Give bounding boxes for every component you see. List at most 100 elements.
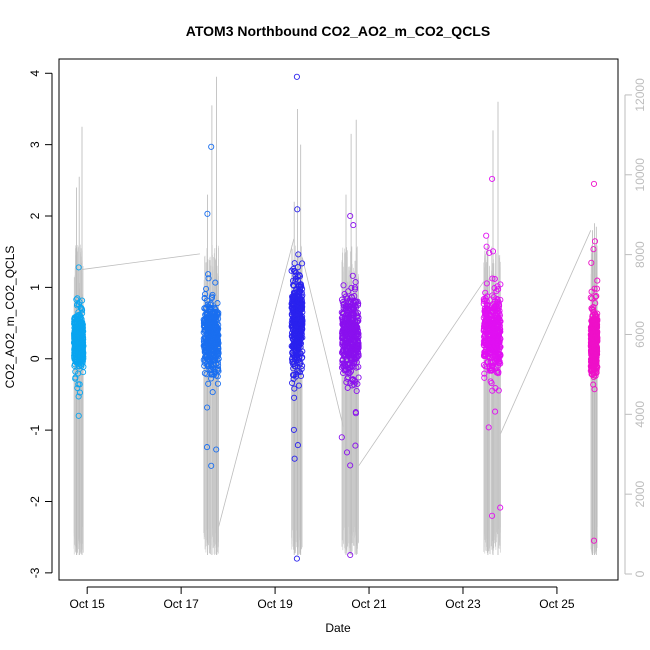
data-point xyxy=(211,327,218,334)
data-point xyxy=(486,363,493,370)
data-point xyxy=(207,330,214,337)
data-point xyxy=(204,210,211,217)
data-point xyxy=(355,317,362,324)
data-point xyxy=(491,321,498,328)
data-point xyxy=(588,363,595,370)
y-right-tick-label: 2000 xyxy=(633,480,647,507)
data-point xyxy=(211,310,219,317)
data-point xyxy=(481,374,488,381)
data-point xyxy=(351,356,358,363)
data-point xyxy=(340,362,347,369)
data-point xyxy=(480,361,487,369)
data-point xyxy=(494,299,501,306)
data-point xyxy=(483,243,490,250)
y-right-tick-label: 4000 xyxy=(633,401,647,428)
data-point xyxy=(204,355,211,362)
y-tick-label: 2 xyxy=(28,212,42,219)
data-point xyxy=(341,326,348,333)
data-point xyxy=(75,381,82,388)
data-point xyxy=(485,332,492,339)
data-point xyxy=(205,271,212,278)
data-point xyxy=(214,336,221,343)
data-point xyxy=(299,285,306,293)
data-point xyxy=(591,386,598,393)
data-point xyxy=(207,300,214,307)
data-point xyxy=(482,337,489,344)
x-tick-label: Oct 25 xyxy=(539,597,575,611)
data-point xyxy=(494,296,501,303)
data-point xyxy=(592,349,599,356)
data-point xyxy=(491,352,498,359)
data-point xyxy=(487,367,494,374)
data-point xyxy=(208,143,215,150)
data-point xyxy=(295,251,302,258)
data-point xyxy=(348,284,355,291)
data-point xyxy=(203,335,210,342)
data-point xyxy=(203,285,210,292)
data-point xyxy=(347,297,354,304)
data-point xyxy=(73,302,81,309)
data-point xyxy=(483,232,490,239)
data-point xyxy=(350,348,357,355)
y-tick-label: 1 xyxy=(28,284,42,291)
data-point xyxy=(496,325,503,332)
data-point xyxy=(493,339,501,346)
data-points xyxy=(70,73,601,562)
data-point xyxy=(349,309,356,316)
data-point xyxy=(495,387,502,394)
data-point xyxy=(495,308,502,315)
data-point xyxy=(587,367,594,374)
data-point xyxy=(343,379,350,386)
data-point xyxy=(587,294,594,301)
data-point xyxy=(588,288,595,295)
y-tick-label: 0 xyxy=(28,355,42,362)
data-point xyxy=(591,238,599,245)
data-point xyxy=(296,341,303,348)
data-point xyxy=(290,426,297,433)
data-point xyxy=(204,311,211,318)
data-point xyxy=(483,338,490,345)
data-point xyxy=(78,350,85,357)
data-point xyxy=(343,356,350,363)
data-point xyxy=(486,346,493,353)
data-point xyxy=(593,316,600,323)
data-point xyxy=(486,249,493,256)
data-point xyxy=(349,382,356,389)
data-point xyxy=(489,362,496,369)
data-point xyxy=(589,306,596,313)
data-point xyxy=(213,446,220,453)
data-point xyxy=(296,286,303,293)
data-point xyxy=(488,312,495,319)
data-point xyxy=(348,293,355,300)
data-point xyxy=(351,284,359,291)
data-point xyxy=(343,303,350,310)
data-point xyxy=(496,343,503,350)
data-point xyxy=(294,206,301,213)
data-point xyxy=(344,384,351,391)
data-point xyxy=(483,298,490,305)
data-point xyxy=(347,551,354,559)
data-point xyxy=(593,359,600,367)
data-point xyxy=(590,246,597,253)
data-point xyxy=(77,333,84,340)
x-tick-label: Oct 23 xyxy=(445,597,481,611)
data-point xyxy=(213,372,220,379)
data-point xyxy=(298,365,305,373)
data-point xyxy=(205,275,212,282)
data-point xyxy=(339,314,346,321)
x-tick-label: Oct 17 xyxy=(163,597,199,611)
data-point xyxy=(343,449,351,456)
data-point xyxy=(295,282,302,289)
data-point xyxy=(593,293,600,300)
data-point xyxy=(489,292,496,299)
data-point xyxy=(339,332,346,340)
data-point xyxy=(298,302,305,309)
data-point xyxy=(291,394,298,401)
data-point xyxy=(299,318,306,325)
data-point xyxy=(349,355,356,362)
data-point xyxy=(349,303,356,311)
data-point xyxy=(211,313,218,320)
data-point xyxy=(72,345,79,352)
data-point xyxy=(211,356,218,363)
data-point xyxy=(480,297,487,305)
